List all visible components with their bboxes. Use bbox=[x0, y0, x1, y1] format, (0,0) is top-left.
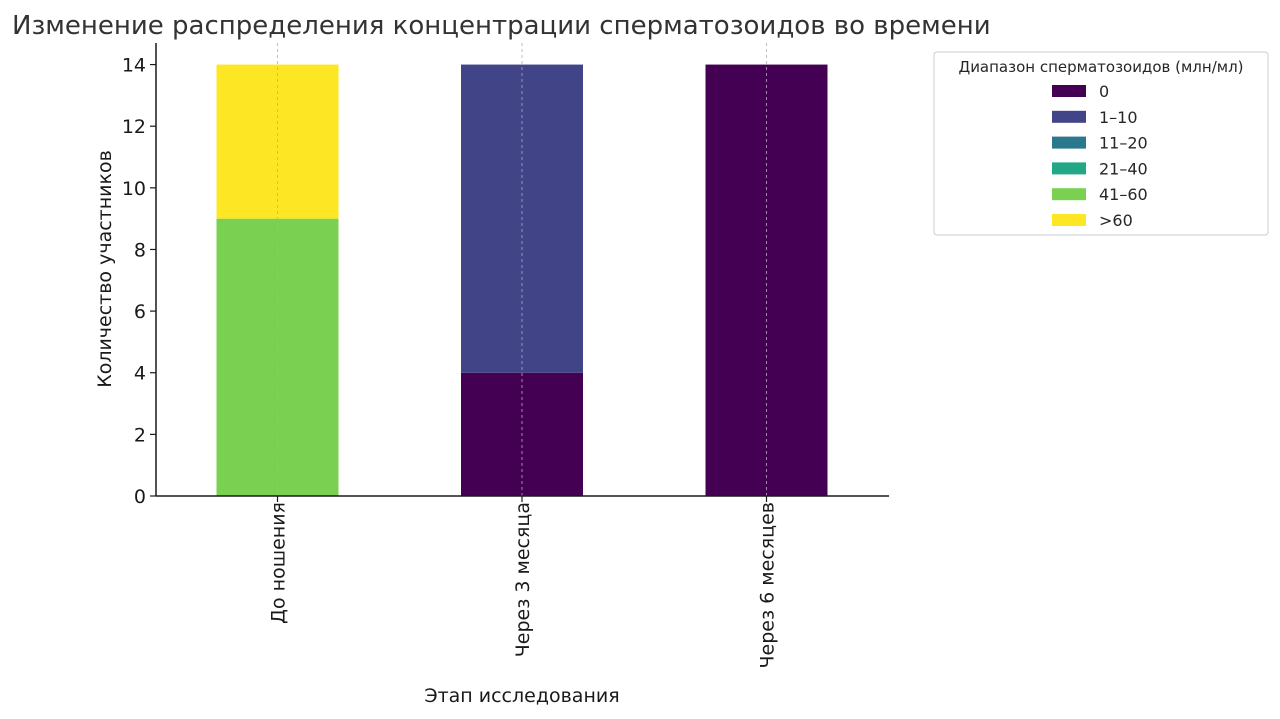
legend-frame bbox=[933, 51, 1269, 236]
legend-label-0: 0 bbox=[1099, 82, 1109, 101]
y-tick-label: 4 bbox=[134, 363, 146, 385]
y-tick-label: 12 bbox=[122, 116, 146, 138]
y-axis-title: Количество участников bbox=[94, 150, 116, 388]
x-axis-title: Этап исследования bbox=[424, 685, 619, 707]
legend-swatch-5 bbox=[1052, 214, 1086, 226]
plot-area bbox=[216, 43, 828, 497]
legend-swatch-2 bbox=[1052, 136, 1086, 149]
legend: Диапазон сперматозоидов (млн/мл) 0 1–10 11… bbox=[933, 51, 1269, 236]
x-ticks: До ношения Через 3 месяца Через 6 месяцев bbox=[268, 496, 779, 668]
legend-label-1: 1–10 bbox=[1099, 108, 1138, 127]
legend-label-4: 41–60 bbox=[1099, 185, 1148, 204]
chart-title: Изменение распределения концентрации спе… bbox=[12, 11, 991, 41]
y-tick-label: 14 bbox=[122, 55, 146, 77]
legend-title: Диапазон сперматозоидов (млн/мл) bbox=[958, 58, 1243, 76]
x-tick-label: До ношения bbox=[268, 502, 290, 624]
legend-label-5: >60 bbox=[1099, 211, 1133, 230]
bar-2-series-0 bbox=[705, 64, 828, 497]
legend-label-3: 21–40 bbox=[1099, 159, 1148, 178]
legend-swatch-1 bbox=[1052, 110, 1086, 123]
legend-swatch-0 bbox=[1052, 85, 1086, 97]
y-tick-label: 0 bbox=[134, 486, 146, 508]
y-tick-label: 10 bbox=[122, 178, 146, 200]
x-tick-label: Через 6 месяцев bbox=[757, 502, 779, 668]
y-tick-label: 2 bbox=[134, 424, 146, 446]
legend-swatch-4 bbox=[1052, 188, 1086, 201]
y-ticks: 0 2 4 6 8 10 12 14 bbox=[122, 55, 156, 508]
legend-label-2: 11–20 bbox=[1099, 134, 1148, 153]
legend-items: 0 1–10 11–20 21–40 41–60 >60 bbox=[1052, 82, 1148, 230]
x-tick-label: Через 3 месяца bbox=[512, 502, 534, 657]
y-tick-label: 6 bbox=[134, 301, 146, 323]
legend-swatch-3 bbox=[1052, 162, 1086, 175]
y-tick-label: 8 bbox=[134, 239, 146, 261]
